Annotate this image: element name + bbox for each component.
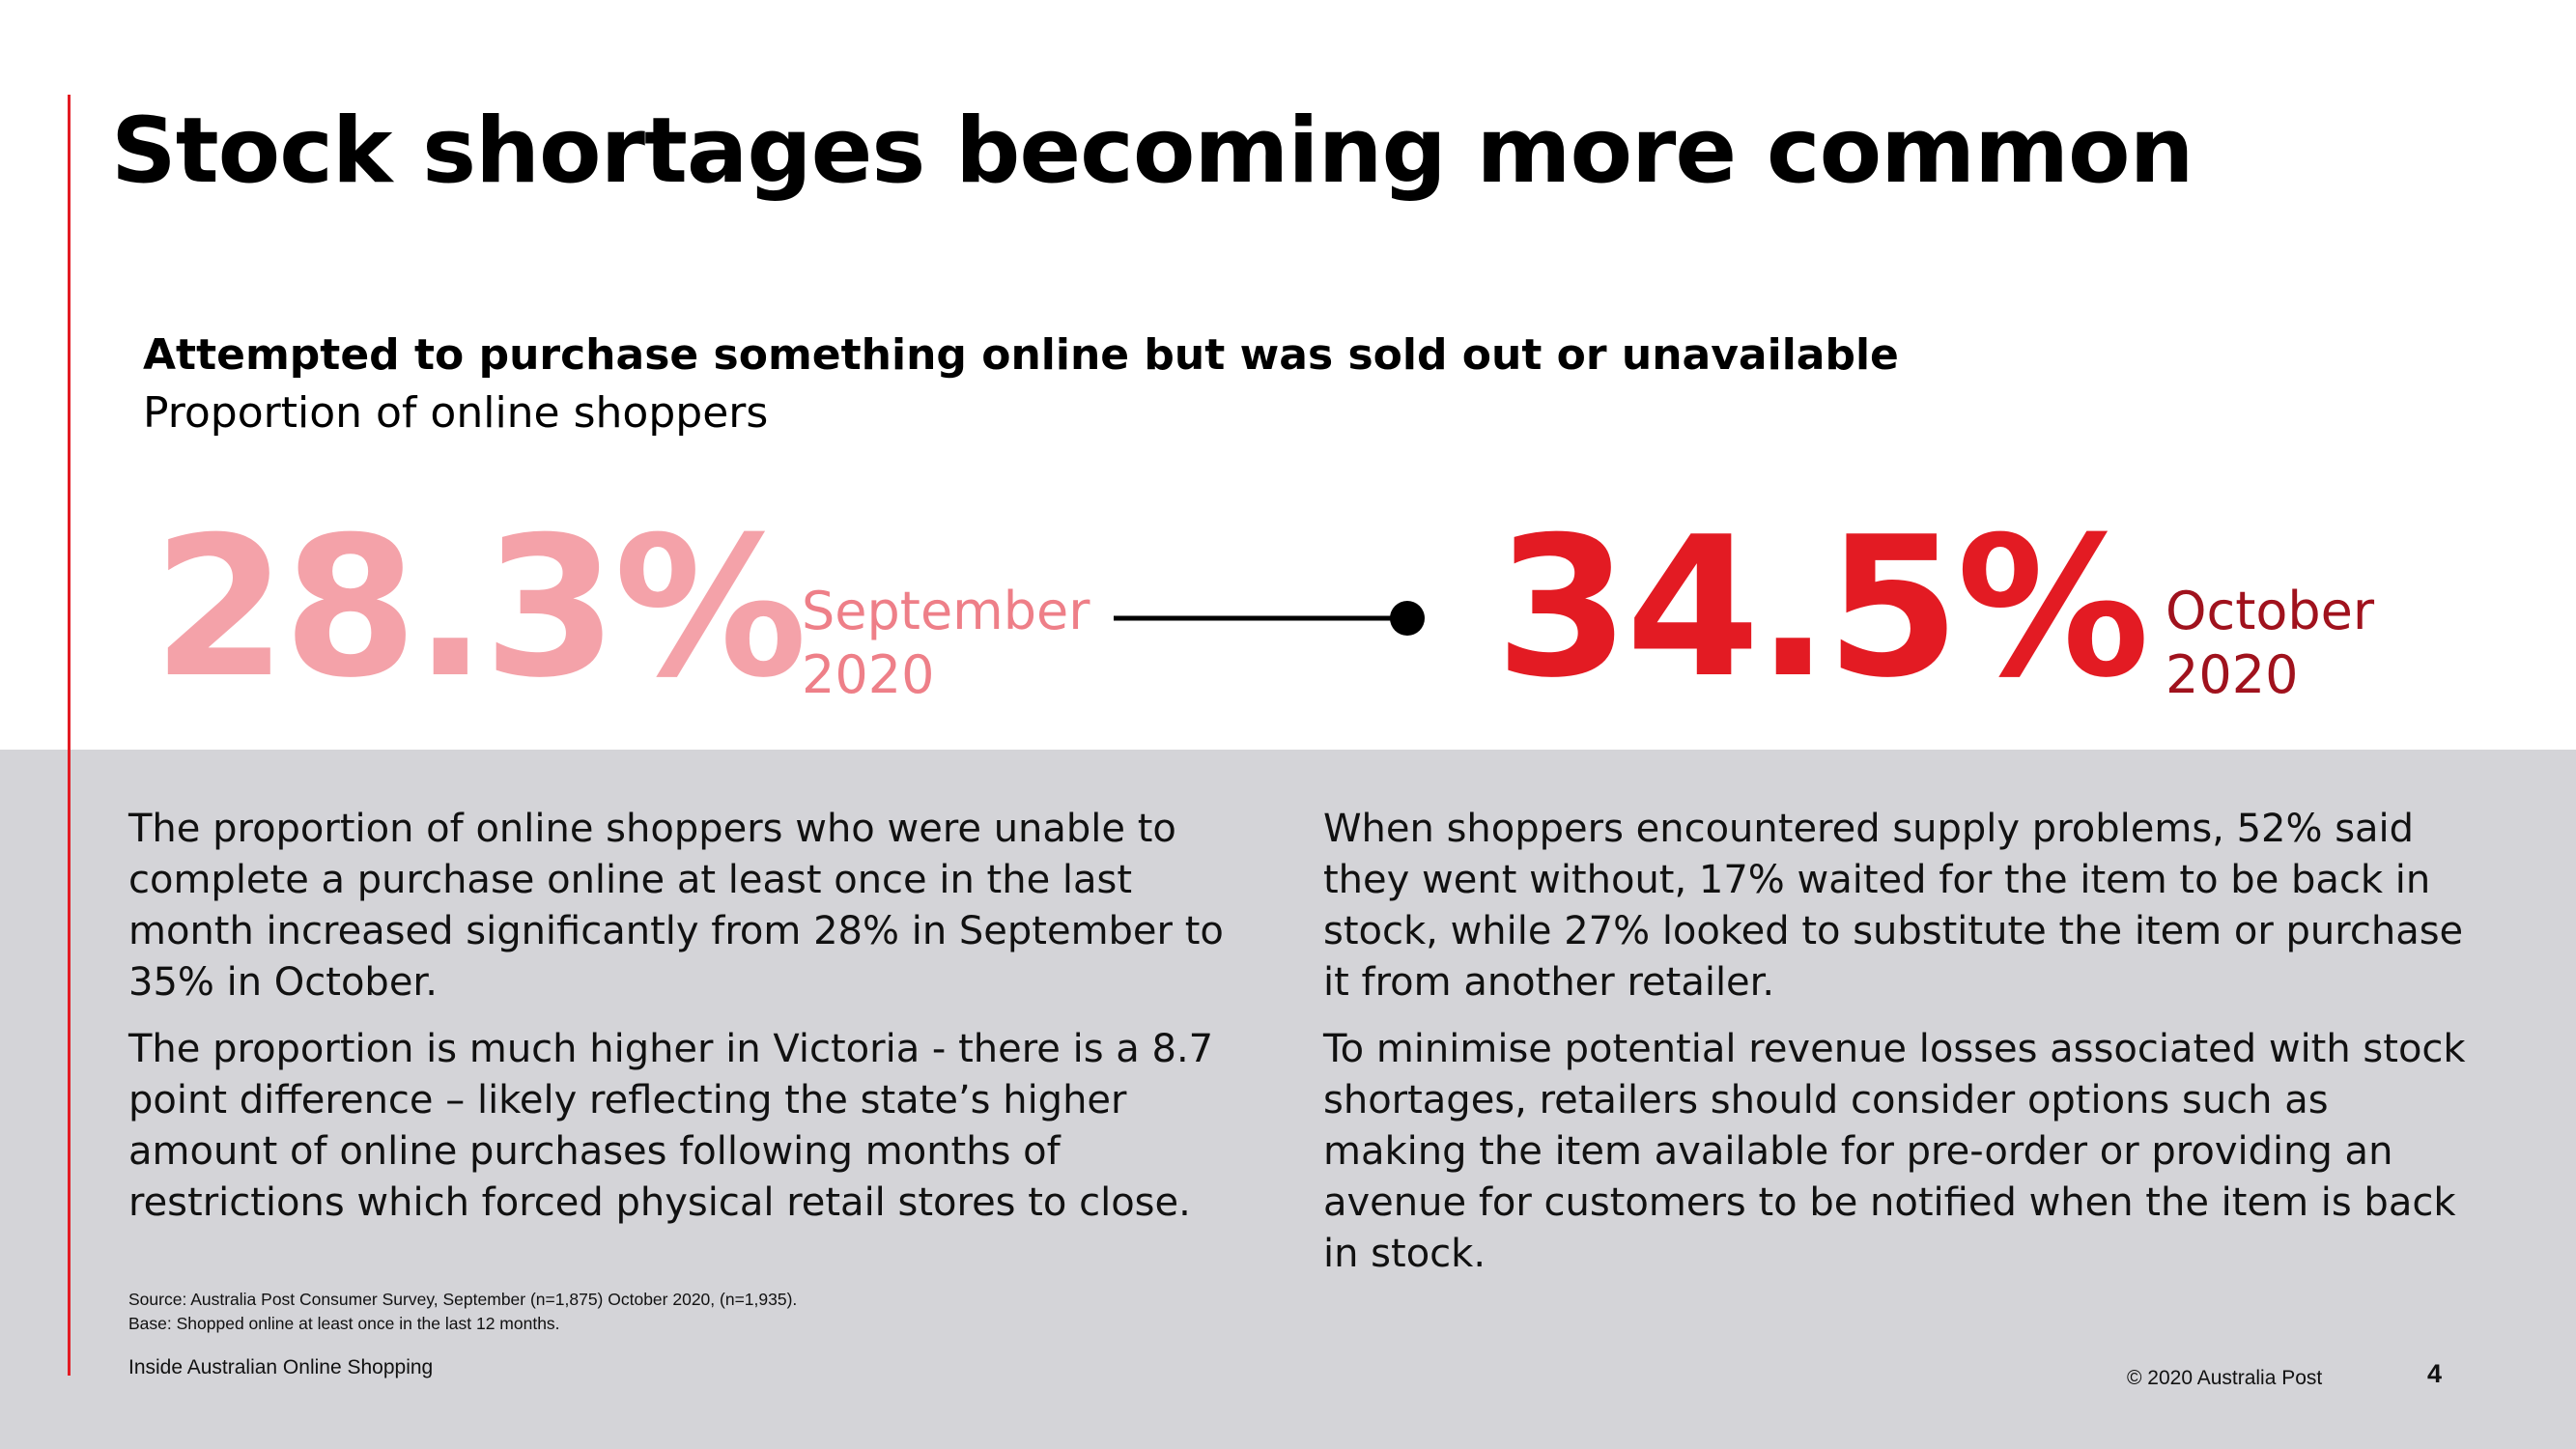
accent-vertical-rule <box>68 95 71 1376</box>
source-line: Source: Australia Post Consumer Survey, … <box>128 1290 798 1309</box>
period-month: October <box>2166 581 2375 641</box>
footer-copyright: © 2020 Australia Post <box>2127 1367 2323 1389</box>
page-number: 4 <box>2427 1359 2443 1388</box>
base-line: Base: Shopped online at least once in th… <box>128 1314 560 1333</box>
body-paragraph: The proportion of online shoppers who we… <box>128 807 1224 1005</box>
body-column-left: The proportion of online shoppers who we… <box>128 804 1259 1244</box>
period-label-september: September 2020 <box>802 580 1090 707</box>
metric-heading: Attempted to purchase something online b… <box>143 330 1899 380</box>
connector-end-dot <box>1390 601 1425 636</box>
period-year: 2020 <box>802 643 935 705</box>
period-year: 2020 <box>2166 643 2299 705</box>
body-background-panel <box>0 750 2576 1449</box>
metric-subheading: Proportion of online shoppers <box>143 388 769 438</box>
body-paragraph: When shoppers encountered supply problem… <box>1323 807 2464 1005</box>
body-column-right: When shoppers encountered supply problem… <box>1323 804 2482 1295</box>
body-paragraph: The proportion is much higher in Victori… <box>128 1027 1214 1225</box>
footer-report-name: Inside Australian Online Shopping <box>128 1356 434 1378</box>
period-label-october: October 2020 <box>2166 580 2374 707</box>
trend-arrow-connector <box>1114 601 1425 636</box>
body-paragraph: To minimise potential revenue losses ass… <box>1323 1027 2466 1276</box>
slide-title: Stock shortages becoming more common <box>111 99 2194 204</box>
source-note: Source: Australia Post Consumer Survey, … <box>128 1288 797 1336</box>
stat-september: 28.3% <box>153 496 807 721</box>
stat-october: 34.5% <box>1495 496 2150 721</box>
period-month: September <box>802 581 1090 641</box>
